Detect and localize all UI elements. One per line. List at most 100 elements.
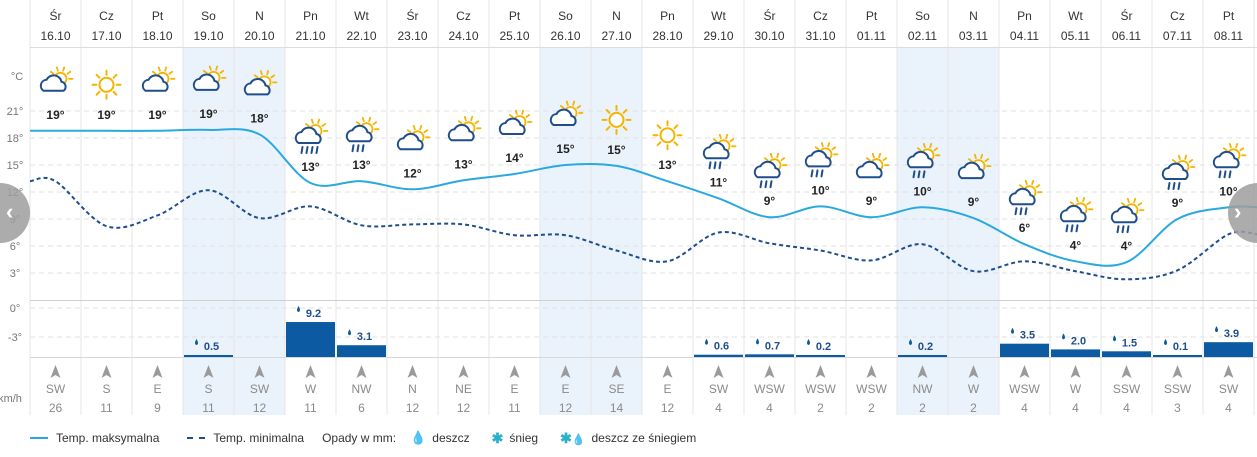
- partly-cloudy-icon: [855, 152, 890, 179]
- sun-ray: [769, 152, 773, 159]
- precip-label: 1.5: [1122, 337, 1137, 349]
- sun-ray: [457, 120, 463, 125]
- day-name-label: Cz: [99, 9, 114, 23]
- cloud-shape: [447, 123, 475, 142]
- wind-direction-label: WSW: [805, 382, 836, 396]
- legend-rain-label: deszcz: [432, 431, 470, 445]
- sun-ray: [780, 157, 786, 162]
- cloud-shape: [855, 160, 883, 179]
- wind-direction-label: WSW: [1009, 382, 1040, 396]
- temp-tick-label: 21°: [7, 106, 24, 118]
- cloud-shape: [141, 74, 169, 92]
- sun-ray: [310, 118, 314, 124]
- rain-streak: [315, 146, 319, 154]
- sun-ray: [1120, 202, 1126, 207]
- rain-streak: [1177, 182, 1181, 190]
- sun-ray: [463, 115, 467, 122]
- cloud-shape: [1110, 205, 1138, 224]
- sun-core: [98, 76, 115, 93]
- sun-rain-icon: [1008, 179, 1043, 216]
- temp-label: 12°: [403, 166, 421, 180]
- temp-label: 4°: [1070, 238, 1082, 252]
- temp-label: 6°: [1019, 221, 1031, 235]
- arrow-shape: [1070, 365, 1081, 378]
- rain-streak: [1218, 170, 1222, 179]
- rain-streak: [1126, 225, 1130, 234]
- raindrop-icon: 💧: [410, 430, 427, 445]
- cloud-shape: [1161, 162, 1189, 180]
- precip-bar: [1000, 343, 1049, 357]
- wind-arrow-icon: [152, 365, 163, 378]
- precip-bar: [1051, 349, 1100, 357]
- wind-direction-label: NW: [352, 382, 373, 396]
- legend-precip-title: Opady w mm:: [322, 431, 397, 445]
- date-label: 04.11: [1010, 29, 1039, 43]
- legend-min: Temp. minimalna: [177, 431, 304, 445]
- rain-streak: [1014, 207, 1018, 216]
- sun-ray: [112, 73, 118, 79]
- precip-value: 0.2: [909, 339, 933, 353]
- rain-streak: [310, 146, 314, 154]
- rain-streak: [1065, 224, 1069, 233]
- wind-arrow-icon: [50, 365, 61, 378]
- precip-value: 0.7: [756, 338, 780, 352]
- sunny-icon: [601, 104, 632, 135]
- sun-ray: [865, 157, 871, 162]
- arrow-shape: [254, 365, 265, 378]
- temp-label: 18°: [250, 111, 268, 125]
- wind-arrow-icon: [815, 365, 826, 378]
- sun-rain-icon: [753, 152, 788, 189]
- temp-label: 11°: [710, 175, 728, 189]
- temp-label: 9°: [1172, 196, 1184, 210]
- rain-streak: [708, 161, 712, 170]
- wind-direction-label: NE: [455, 382, 472, 396]
- wind-arrow-icon: [662, 365, 673, 378]
- day-name-label: Wt: [1068, 9, 1083, 23]
- temp-label: 9°: [866, 194, 878, 208]
- sun-ray: [406, 129, 412, 134]
- precip-label: 0.2: [918, 341, 933, 353]
- arrow-shape: [917, 365, 928, 378]
- wind-arrow-icon: [254, 365, 265, 378]
- precip-bar: [1204, 342, 1253, 357]
- sun-rain-icon: [1110, 197, 1145, 234]
- partly-cloudy-icon: [498, 109, 533, 135]
- arrow-shape: [764, 365, 775, 378]
- cloud-shape: [1212, 150, 1240, 169]
- date-label: 08.11: [1214, 29, 1243, 43]
- day-name-label: N: [969, 9, 978, 23]
- weekend-shade: [183, 48, 234, 415]
- rain-streak: [713, 161, 717, 170]
- precip-bar: [694, 354, 743, 357]
- wind-direction-label: WSW: [856, 382, 887, 396]
- sun-ray: [219, 69, 225, 74]
- day-name-label: Pt: [152, 9, 164, 23]
- sun-ray: [253, 74, 259, 79]
- wind-direction-label: W: [968, 382, 980, 396]
- day-name-label: N: [612, 9, 621, 23]
- wind-arrow-icon: [1172, 365, 1183, 378]
- sun-ray: [712, 138, 718, 143]
- sun-ray: [1075, 196, 1079, 203]
- arrow-shape: [305, 365, 316, 378]
- date-label: 28.10: [652, 29, 682, 43]
- sun-ray: [1239, 147, 1245, 152]
- date-label: 27.10: [601, 29, 631, 43]
- sun-rain-icon: [1161, 154, 1196, 190]
- wind-speed-label: 12: [457, 401, 471, 415]
- sun-ray: [1069, 201, 1075, 206]
- sun-ray: [1086, 201, 1092, 206]
- precip-bar: [796, 355, 845, 357]
- rain-streak: [1019, 207, 1023, 216]
- raindrop-icon: [705, 338, 708, 345]
- sun-ray: [916, 147, 922, 152]
- precip-value: 9.2: [297, 306, 321, 320]
- sun-ray: [164, 66, 168, 72]
- temp-tick-label: 3°: [10, 268, 21, 280]
- precip-label: 0.1: [1173, 341, 1188, 353]
- cloud-shape: [498, 117, 526, 135]
- chevron-left-icon: ‹: [6, 199, 14, 224]
- wind-direction-label: SSW: [1164, 382, 1192, 396]
- cloud-shape: [1059, 204, 1087, 223]
